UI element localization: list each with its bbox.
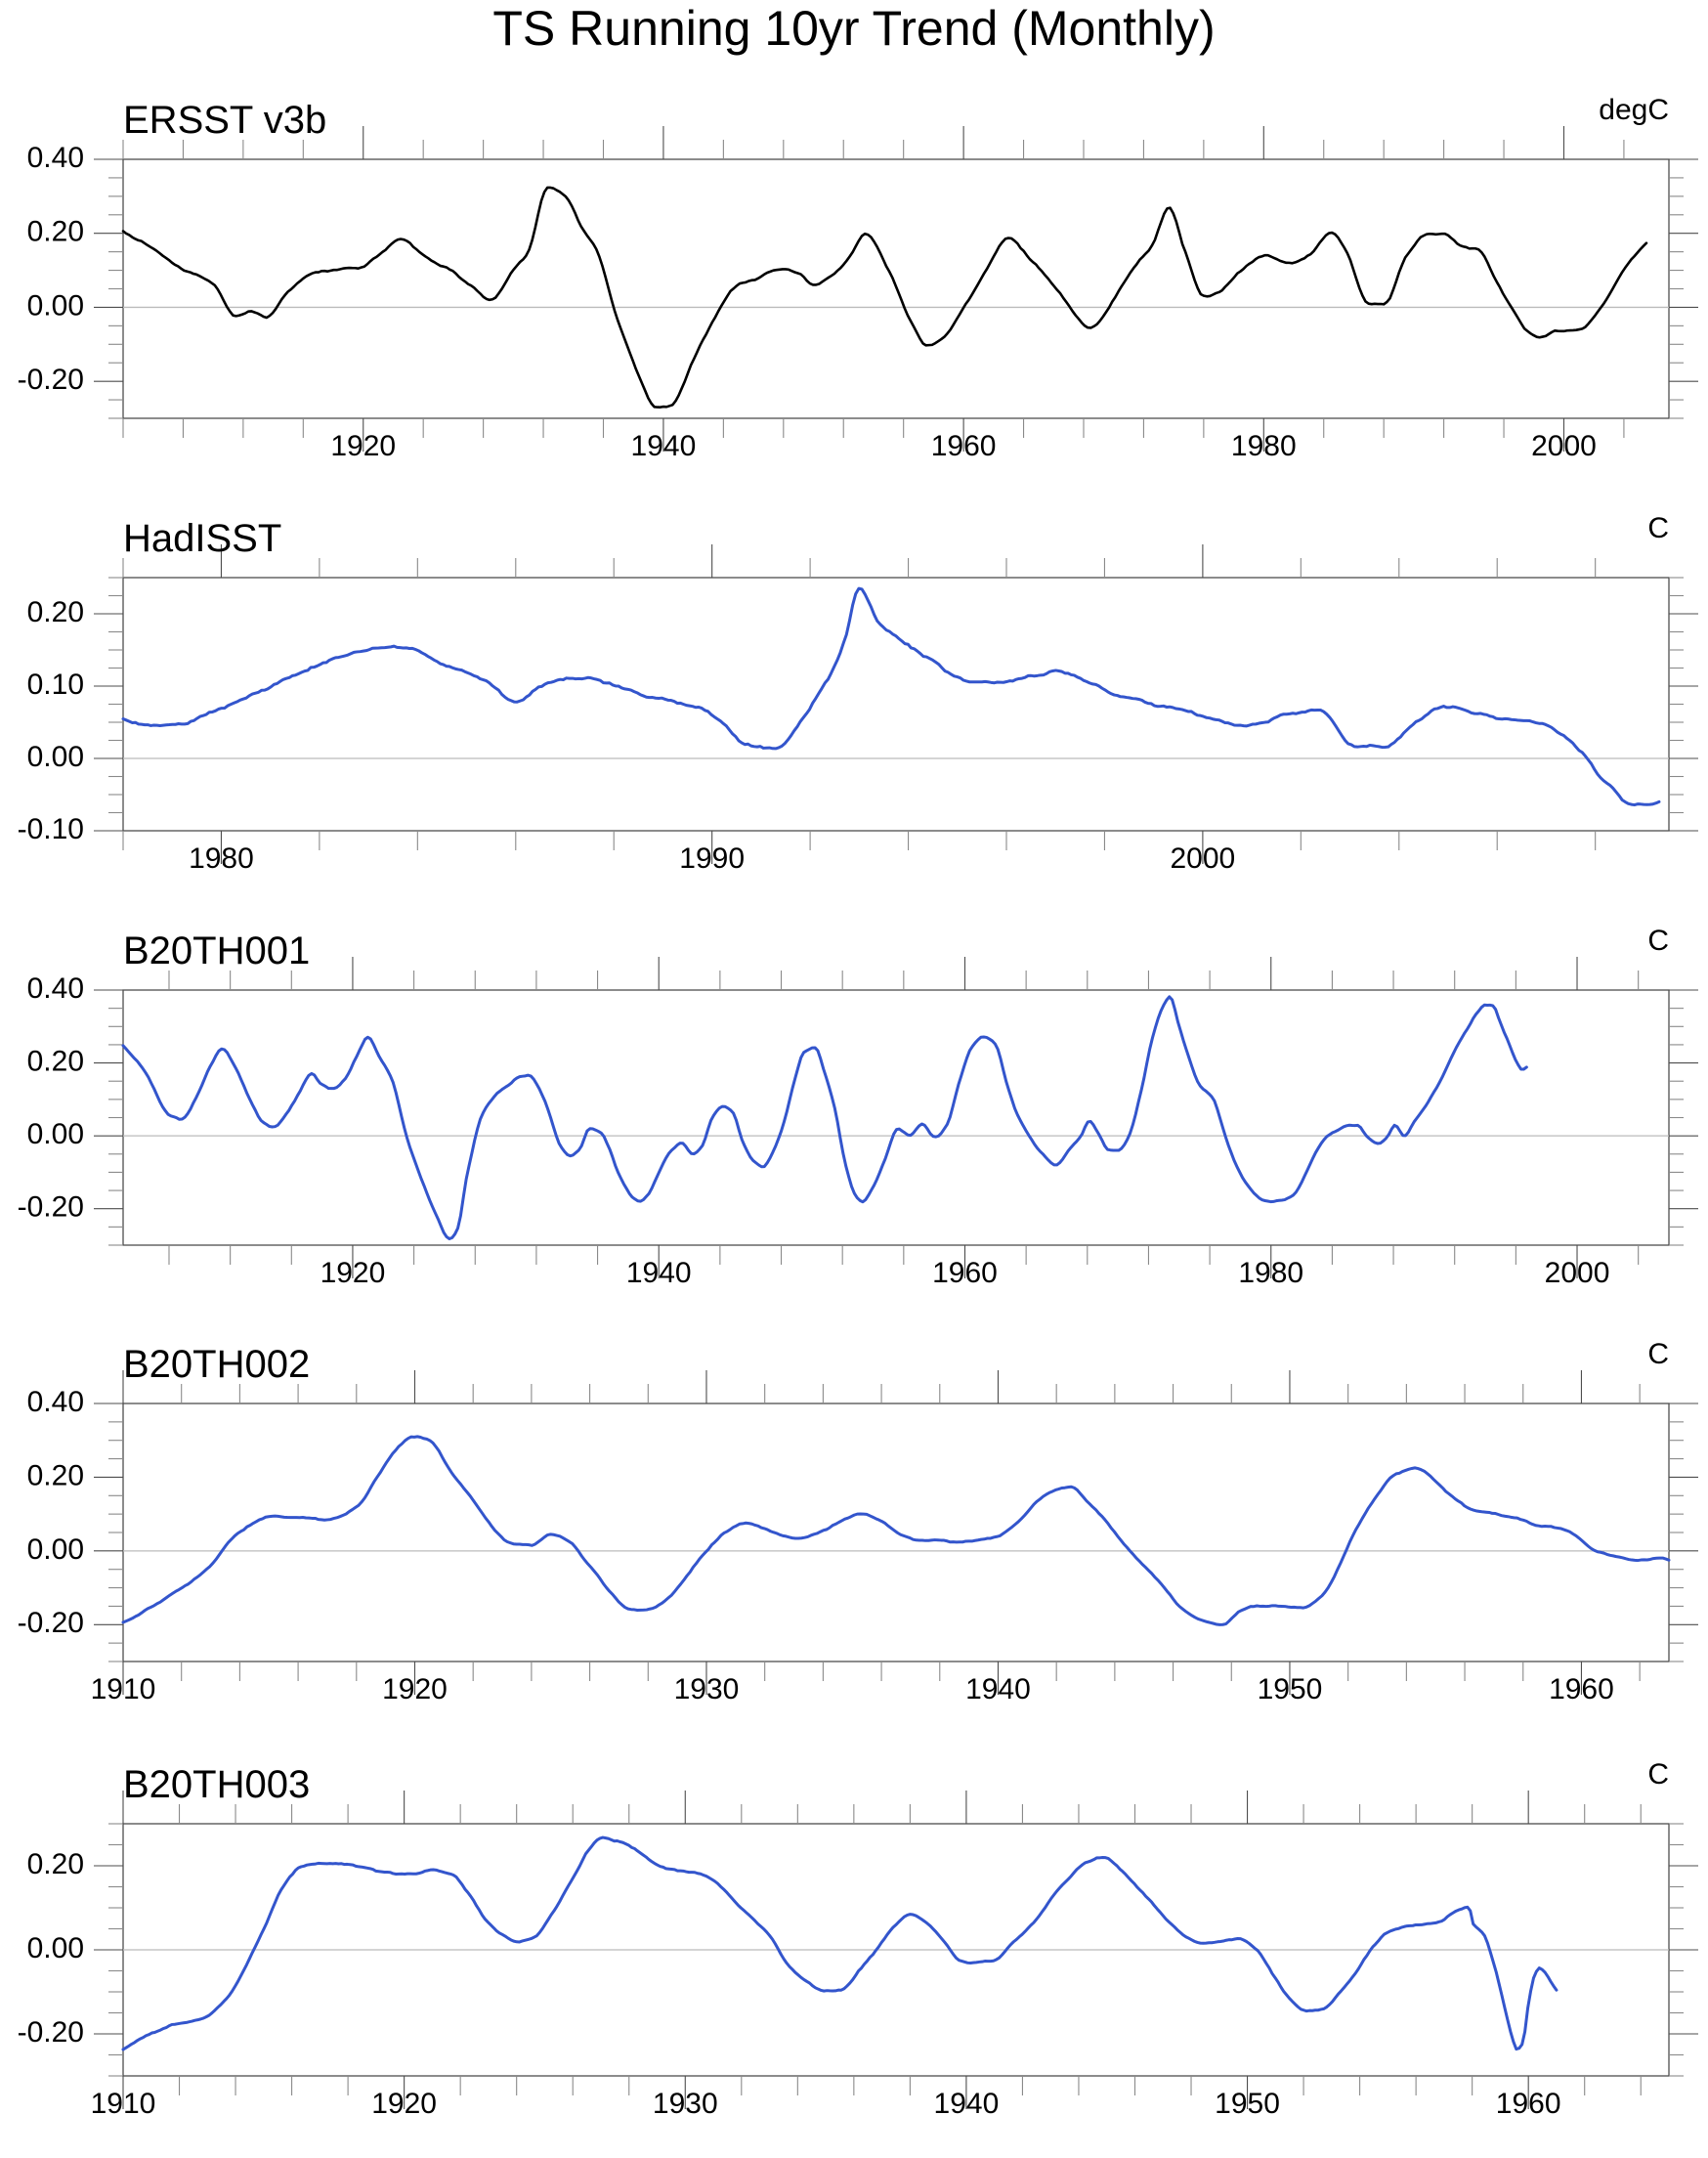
svg-text:1920: 1920	[320, 1257, 386, 1289]
svg-text:1950: 1950	[1215, 2088, 1280, 2120]
svg-text:1930: 1930	[653, 2088, 718, 2120]
svg-text:1950: 1950	[1258, 1673, 1323, 1705]
svg-text:1980: 1980	[1231, 430, 1297, 462]
svg-text:0.20: 0.20	[27, 596, 84, 628]
svg-text:0.40: 0.40	[27, 142, 84, 174]
svg-text:1990: 1990	[679, 842, 745, 875]
svg-text:0.40: 0.40	[27, 972, 84, 1005]
svg-text:1960: 1960	[932, 1257, 998, 1289]
svg-text:-0.10: -0.10	[18, 813, 84, 845]
svg-text:1960: 1960	[1496, 2088, 1561, 2120]
svg-text:0.10: 0.10	[27, 669, 84, 701]
svg-text:1960: 1960	[1549, 1673, 1614, 1705]
svg-text:0.00: 0.00	[27, 1533, 84, 1566]
svg-text:2000: 2000	[1171, 842, 1236, 875]
svg-text:1910: 1910	[91, 2088, 156, 2120]
svg-text:1980: 1980	[1238, 1257, 1303, 1289]
svg-text:1920: 1920	[382, 1673, 448, 1705]
svg-text:0.00: 0.00	[27, 289, 84, 322]
svg-text:1960: 1960	[931, 430, 997, 462]
svg-text:1910: 1910	[91, 1673, 156, 1705]
svg-text:-0.20: -0.20	[18, 1607, 84, 1639]
svg-text:0.20: 0.20	[27, 1459, 84, 1491]
svg-text:0.00: 0.00	[27, 741, 84, 773]
svg-text:1930: 1930	[674, 1673, 740, 1705]
svg-text:0.20: 0.20	[27, 1848, 84, 1880]
svg-text:1940: 1940	[631, 430, 697, 462]
svg-text:1920: 1920	[371, 2088, 437, 2120]
svg-text:0.00: 0.00	[27, 1118, 84, 1150]
svg-text:0.40: 0.40	[27, 1386, 84, 1418]
svg-text:0.20: 0.20	[27, 216, 84, 248]
svg-text:1940: 1940	[965, 1673, 1031, 1705]
svg-text:1940: 1940	[934, 2088, 1000, 2120]
svg-text:-0.20: -0.20	[18, 1191, 84, 1224]
svg-text:-0.20: -0.20	[18, 364, 84, 396]
svg-text:0.20: 0.20	[27, 1045, 84, 1077]
svg-text:1920: 1920	[330, 430, 396, 462]
svg-text:1940: 1940	[626, 1257, 692, 1289]
svg-text:2000: 2000	[1531, 430, 1597, 462]
svg-text:-0.20: -0.20	[18, 2016, 84, 2049]
svg-text:1980: 1980	[189, 842, 254, 875]
svg-text:0.00: 0.00	[27, 1932, 84, 1964]
svg-text:2000: 2000	[1545, 1257, 1610, 1289]
